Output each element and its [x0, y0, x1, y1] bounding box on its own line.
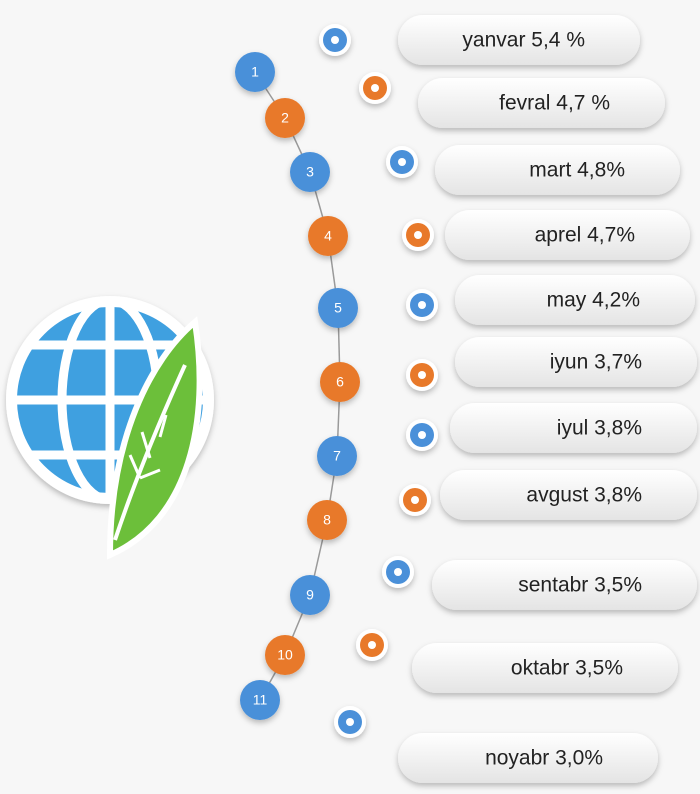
- icon-glyph: [394, 568, 402, 576]
- item-label: oktabr 3,5%: [511, 657, 623, 680]
- icon-glyph: [371, 84, 379, 92]
- icon-glyph: [414, 231, 422, 239]
- icon-glyph: [418, 431, 426, 439]
- item-label: iyul 3,8%: [557, 417, 642, 440]
- number-label: 7: [333, 448, 341, 464]
- item-label: fevral 4,7 %: [499, 92, 610, 115]
- number-label: 11: [253, 692, 268, 708]
- number-label: 9: [306, 587, 314, 603]
- icon-glyph: [368, 641, 376, 649]
- number-label: 5: [334, 300, 342, 316]
- item-label: aprel 4,7%: [535, 224, 635, 247]
- number-label: 10: [277, 647, 293, 663]
- item-label: noyabr 3,0%: [485, 747, 603, 770]
- number-label: 8: [323, 512, 331, 528]
- icon-glyph: [418, 301, 426, 309]
- icon-glyph: [346, 718, 354, 726]
- infographic: 1 2 3 4 5 6 7 8 9 10 11 yanvar 5,4 % fevral 4,7 % ma…: [0, 0, 700, 794]
- item-label: yanvar 5,4 %: [462, 29, 585, 52]
- item-label: may 4,2%: [547, 289, 640, 312]
- item-label: iyun 3,7%: [550, 351, 642, 374]
- icon-glyph: [411, 496, 419, 504]
- icon-glyph: [398, 158, 406, 166]
- number-label: 2: [281, 110, 289, 126]
- number-label: 3: [306, 164, 314, 180]
- icon-glyph: [418, 371, 426, 379]
- item-label: sentabr 3,5%: [518, 574, 642, 597]
- number-label: 1: [251, 64, 259, 80]
- number-label: 6: [336, 374, 344, 390]
- item-label: mart 4,8%: [529, 159, 625, 182]
- icon-glyph: [331, 36, 339, 44]
- number-label: 4: [324, 228, 332, 244]
- item-label: avgust 3,8%: [526, 484, 642, 507]
